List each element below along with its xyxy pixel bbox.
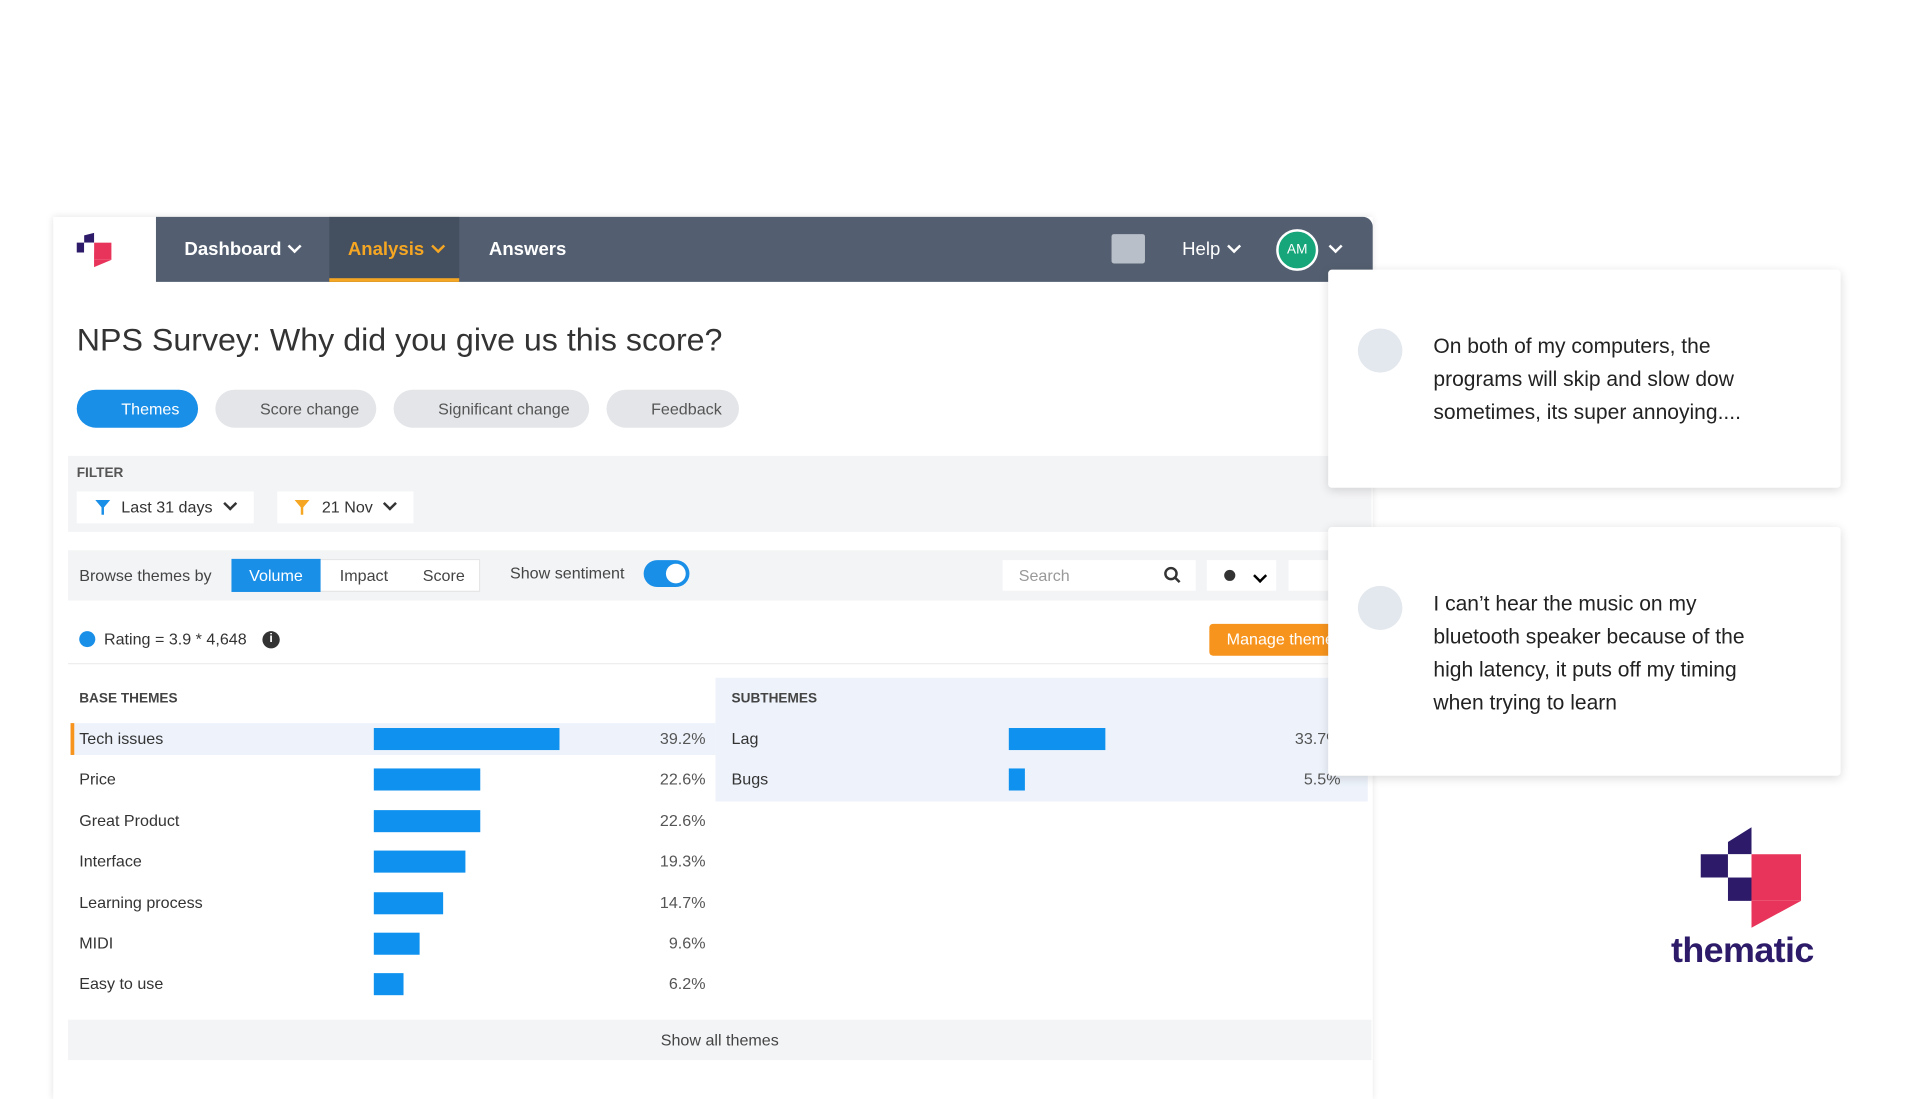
segment[interactable]: Volume [231, 558, 321, 592]
theme-name[interactable]: Tech issues [79, 729, 164, 748]
theme-name[interactable]: Interface [79, 852, 142, 871]
search[interactable]: Search [1002, 560, 1196, 591]
avatar[interactable]: AM [1276, 229, 1319, 271]
nav-item[interactable]: Analysis [348, 217, 445, 282]
brand-name: thematic [1671, 931, 1814, 971]
rating-dot [79, 631, 96, 648]
theme-name[interactable]: Learning process [79, 892, 203, 912]
theme-name[interactable]: Great Product [79, 811, 180, 830]
help[interactable]: Help [1182, 217, 1241, 282]
sub-heading: SUBTHEMES [731, 691, 818, 706]
page-title: NPS Survey: Why did you give us this sco… [76, 321, 723, 358]
tab[interactable]: Significant change [393, 389, 590, 428]
nav-item[interactable]: Dashboard [184, 217, 303, 282]
sentiment-label: Show sentiment [509, 563, 625, 583]
filter-chip[interactable]: Last 31 days [76, 491, 254, 524]
manage-button[interactable]: Manage themes [1209, 623, 1346, 656]
quote-avatar [1357, 585, 1403, 630]
segment[interactable]: Impact [339, 566, 389, 585]
filter-icon [95, 500, 111, 515]
quote-avatar [1357, 328, 1403, 373]
bar [373, 850, 466, 873]
theme-pct: 9.6% [668, 933, 706, 953]
filter-label: FILTER [76, 465, 124, 481]
app-panel [53, 216, 1373, 1099]
filter-area [68, 455, 1372, 532]
theme-name[interactable]: Price [79, 770, 116, 789]
theme-pct: 6.2% [668, 974, 706, 994]
theme-pct: 22.6% [659, 811, 706, 830]
theme-pct: 39.2% [659, 729, 706, 748]
show-all[interactable]: Show all themes [68, 1019, 1372, 1061]
bar [1008, 728, 1106, 751]
info-icon[interactable]: i [262, 631, 280, 649]
theme-name[interactable]: Lag [731, 729, 759, 748]
tab[interactable]: Feedback [606, 389, 739, 428]
brand-logo [1700, 827, 1801, 928]
rating: Rating = 3.9 * 4,648 [103, 629, 247, 649]
search-icon [1164, 566, 1181, 584]
bar [373, 809, 481, 832]
base-heading: BASE THEMES [79, 691, 178, 706]
nav-active [329, 216, 460, 282]
toggle[interactable] [643, 560, 690, 588]
filter-icon [294, 500, 310, 515]
nav-item[interactable]: Answers [488, 238, 567, 260]
browse-label: Browse themes by [79, 566, 212, 585]
bar [1008, 768, 1025, 791]
tab[interactable]: Score change [215, 389, 377, 428]
bar [373, 768, 481, 791]
theme-name[interactable]: MIDI [79, 933, 114, 953]
theme-pct: 22.6% [659, 770, 706, 789]
theme-pct: 14.7% [659, 892, 706, 912]
bar [373, 891, 444, 914]
theme-name[interactable]: Easy to use [79, 974, 164, 994]
settings[interactable] [1206, 560, 1277, 591]
bar [373, 973, 404, 996]
quote-card: I can’t hear the music on my bluetooth s… [1328, 527, 1841, 776]
theme-pct: 19.3% [659, 852, 706, 871]
segment[interactable]: Score [422, 566, 465, 585]
quote-text: I can’t hear the music on my bluetooth s… [1433, 591, 1745, 715]
divider [68, 663, 1372, 665]
app-logo [76, 232, 112, 268]
lab-icon[interactable] [1111, 234, 1145, 264]
tab[interactable]: Themes [76, 389, 199, 428]
filter-chip[interactable]: 21 Nov [277, 491, 414, 524]
theme-name[interactable]: Bugs [731, 770, 769, 789]
quote-text: On both of my computers, the programs wi… [1433, 334, 1741, 425]
bar [373, 728, 560, 751]
bar [373, 932, 420, 955]
quote-card: On both of my computers, the programs wi… [1328, 269, 1841, 488]
